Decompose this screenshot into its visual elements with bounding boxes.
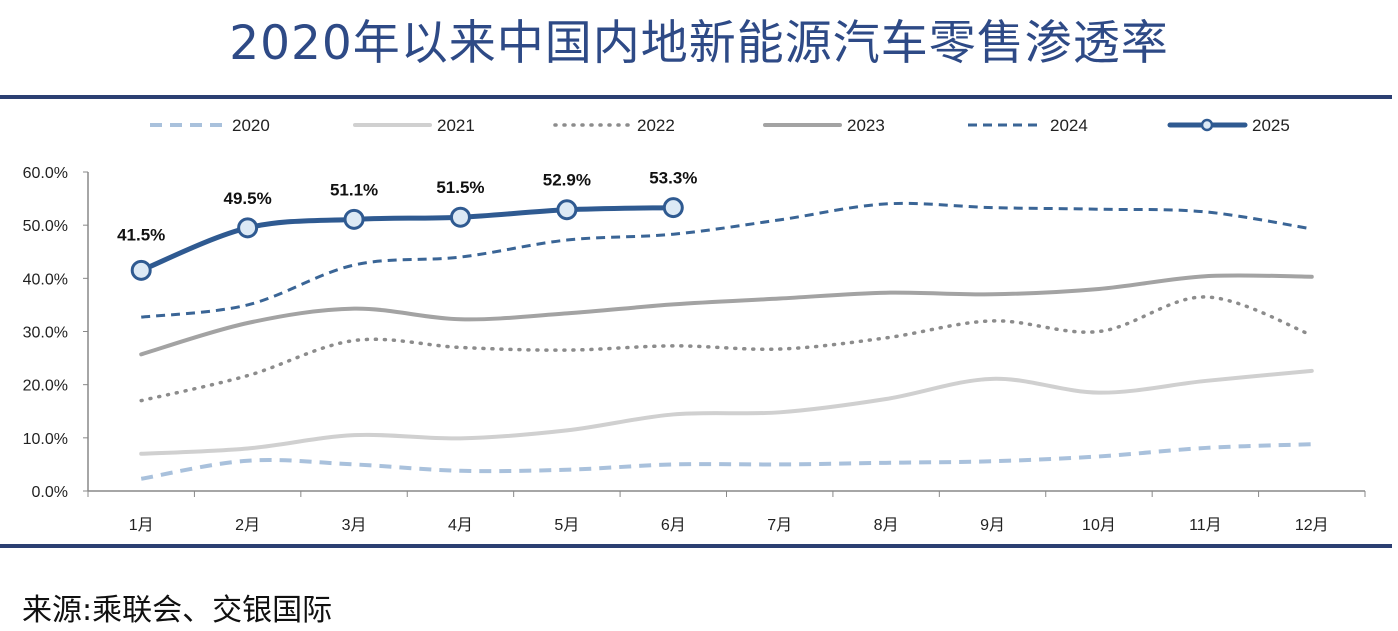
y-tick-label: 0.0%	[32, 484, 68, 501]
legend-label-2023: 2023	[847, 116, 885, 135]
data-label: 53.3%	[649, 169, 697, 188]
x-tick-label: 12月	[1295, 517, 1329, 534]
data-point-2025	[237, 217, 259, 239]
data-label: 51.5%	[436, 178, 484, 197]
data-point-2025	[449, 206, 471, 228]
x-tick-label: 10月	[1082, 517, 1116, 534]
series-line-2021	[139, 368, 1314, 456]
y-tick-label: 40.0%	[23, 271, 68, 288]
x-tick-label: 1月	[129, 517, 154, 534]
data-point-2025	[662, 197, 684, 219]
data-labels: 41.5% 49.5% 51.1% 51.5% 52.9% 53.3%	[117, 169, 697, 245]
legend-label-2024: 2024	[1050, 116, 1088, 135]
series-line-2024	[141, 201, 1313, 319]
legend-label-2020: 2020	[232, 116, 270, 135]
x-tick-label: 3月	[342, 517, 367, 534]
legend-marker-2025	[1200, 118, 1214, 132]
series-line-2023	[139, 273, 1314, 357]
legend-label-2022: 2022	[637, 116, 675, 135]
series-line-2022	[139, 295, 1314, 403]
x-tick-label: 8月	[874, 517, 899, 534]
data-point-2025	[343, 208, 365, 230]
series-line-2025	[138, 205, 676, 273]
title-divider	[0, 95, 1392, 99]
data-label: 51.1%	[330, 180, 378, 199]
data-label: 49.5%	[224, 189, 272, 208]
y-tick-label: 50.0%	[23, 218, 68, 235]
x-tick-label: 5月	[554, 517, 579, 534]
y-tick-label: 60.0%	[23, 165, 68, 182]
legend: 2020 2021 2022 2023 2024 2025	[150, 116, 1290, 135]
data-label: 41.5%	[117, 225, 165, 244]
series-lines	[130, 197, 1314, 481]
legend-label-2025: 2025	[1252, 116, 1290, 135]
data-point-2025	[130, 259, 152, 281]
data-label: 52.9%	[543, 171, 591, 190]
axes: 0.0% 10.0% 20.0% 30.0% 40.0% 50.0% 60.0% 1月 2月 3月…	[23, 165, 1366, 534]
x-tick-label: 2月	[235, 517, 260, 534]
x-tick-label: 9月	[980, 517, 1005, 534]
data-point-2025	[556, 199, 578, 221]
source-note: 来源:乘联会、交银国际	[22, 593, 333, 628]
chart-title: 2020年以来中国内地新能源汽车零售渗透率	[229, 16, 1169, 71]
y-tick-label: 30.0%	[23, 325, 68, 342]
footer-divider	[0, 544, 1392, 548]
legend-label-2021: 2021	[437, 116, 475, 135]
y-tick-label: 10.0%	[23, 431, 68, 448]
x-tick-label: 6月	[661, 517, 686, 534]
series-line-2020	[140, 442, 1312, 481]
x-tick-label: 7月	[767, 517, 792, 534]
y-tick-label: 20.0%	[23, 378, 68, 395]
x-tick-label: 11月	[1189, 517, 1222, 534]
x-tick-label: 4月	[448, 517, 473, 534]
